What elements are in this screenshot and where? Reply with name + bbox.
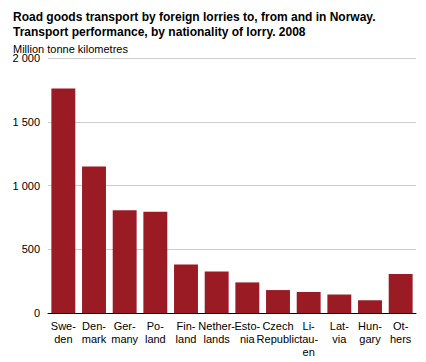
svg-text:Republic: Republic — [257, 333, 300, 345]
svg-text:gary: gary — [359, 333, 381, 345]
svg-text:2 000: 2 000 — [12, 52, 40, 64]
svg-text:nia: nia — [240, 333, 256, 345]
svg-text:mark: mark — [82, 333, 107, 345]
svg-text:land: land — [145, 333, 166, 345]
svg-text:Swe-: Swe- — [51, 320, 76, 332]
svg-text:Fin-: Fin- — [177, 320, 196, 332]
svg-text:many: many — [111, 333, 138, 345]
svg-text:en: en — [303, 346, 315, 358]
svg-text:Czech: Czech — [262, 320, 293, 332]
svg-text:lands: lands — [204, 333, 231, 345]
svg-text:Po-: Po- — [147, 320, 164, 332]
svg-text:tau-: tau- — [299, 333, 318, 345]
svg-text:land: land — [176, 333, 197, 345]
svg-text:Lat-: Lat- — [330, 320, 349, 332]
svg-text:Li-: Li- — [303, 320, 316, 332]
svg-text:den: den — [54, 333, 72, 345]
svg-text:Ot-: Ot- — [393, 320, 409, 332]
svg-text:Ger-: Ger- — [114, 320, 136, 332]
svg-text:Million tonne kilometres: Million tonne kilometres — [13, 43, 128, 55]
svg-text:Esto-: Esto- — [234, 320, 260, 332]
svg-text:500: 500 — [22, 243, 40, 255]
svg-text:Road goods transport by foreig: Road goods transport by foreign lorries … — [13, 10, 375, 24]
svg-text:via: via — [332, 333, 347, 345]
svg-text:1 500: 1 500 — [12, 116, 40, 128]
svg-text:0: 0 — [34, 307, 40, 319]
svg-text:1 000: 1 000 — [12, 180, 40, 192]
svg-text:Nether-: Nether- — [198, 320, 235, 332]
svg-text:hers: hers — [390, 333, 412, 345]
svg-text:Transport performance, by nati: Transport performance, by nationality of… — [13, 25, 306, 39]
svg-text:Hun-: Hun- — [358, 320, 382, 332]
svg-text:Den-: Den- — [82, 320, 106, 332]
